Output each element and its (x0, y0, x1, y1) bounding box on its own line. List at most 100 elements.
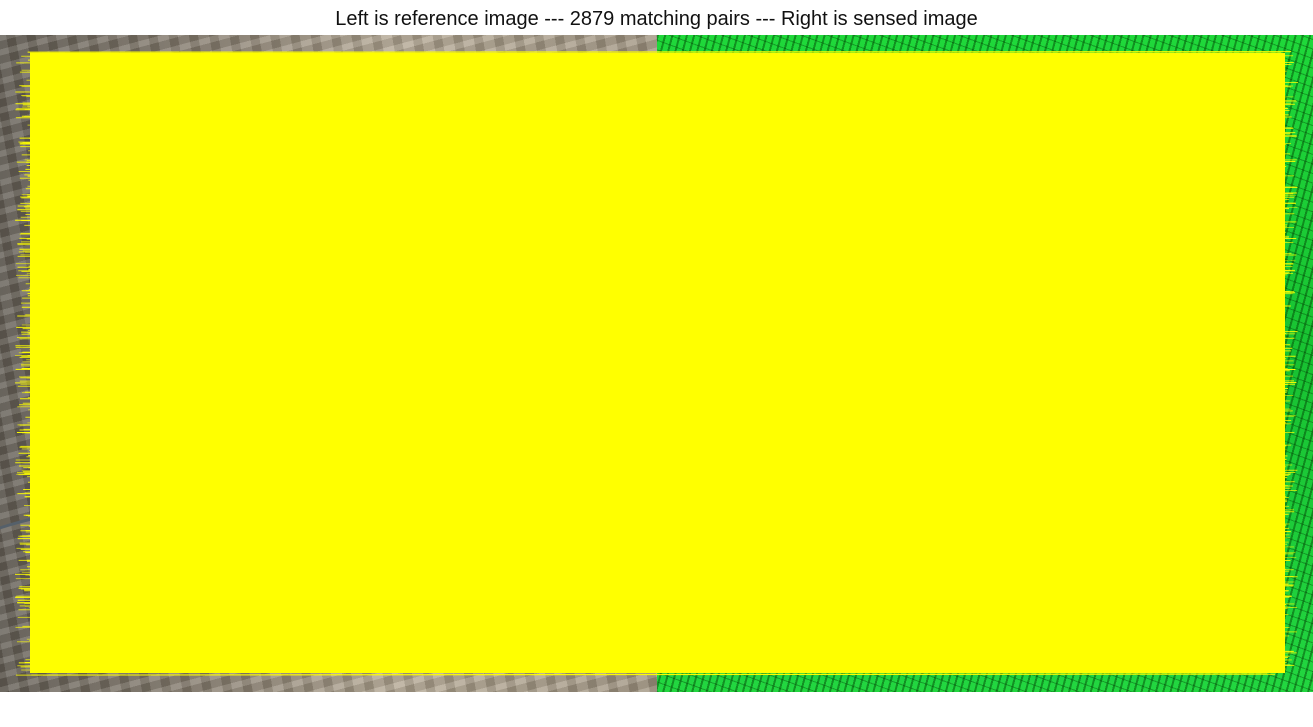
match-line (46, 339, 1260, 342)
match-line (32, 651, 1270, 654)
match-line (31, 131, 1283, 134)
match-line (54, 503, 1278, 505)
match-line (25, 213, 1295, 215)
match-line (53, 261, 1294, 264)
match-line (43, 188, 1261, 191)
match-line (35, 236, 1265, 240)
match-line (54, 287, 1266, 290)
match-line (51, 125, 1293, 128)
match-line (42, 246, 1266, 249)
match-line (20, 382, 1285, 385)
match-line (45, 611, 1262, 614)
match-line (50, 604, 1265, 607)
match-line (17, 314, 1278, 317)
match-line (50, 572, 1267, 575)
match-line (37, 555, 1259, 558)
match-line (15, 577, 1272, 580)
match-line (20, 548, 1259, 550)
match-line (41, 435, 1281, 438)
match-line (50, 101, 1297, 104)
match-line (36, 66, 1270, 68)
match-line (21, 197, 1281, 199)
match-line (42, 75, 1286, 78)
match-line (40, 200, 1274, 203)
match-line (37, 566, 1261, 568)
match-line (35, 166, 1276, 170)
match-line (18, 452, 1284, 455)
match-line (43, 367, 1288, 369)
match-line (21, 55, 1294, 57)
match-line (48, 74, 1260, 76)
match-line (46, 637, 1269, 640)
match-line (20, 664, 1295, 668)
match-line (32, 538, 1270, 541)
match-line (53, 583, 1289, 586)
match-line (41, 109, 1290, 111)
match-line (34, 494, 1263, 497)
match-line (53, 511, 1295, 513)
match-line (23, 589, 1289, 592)
match-line (15, 91, 1269, 94)
match-line (44, 296, 1269, 298)
match-line (54, 98, 1271, 100)
match-line (45, 233, 1262, 236)
match-line (32, 647, 1278, 649)
match-line (49, 508, 1295, 511)
match-line (49, 441, 1262, 444)
match-line (22, 328, 1275, 331)
match-line (16, 325, 1276, 328)
match-line (40, 386, 1289, 389)
match-line (37, 191, 1297, 194)
match-line (54, 76, 1265, 79)
match-line (43, 164, 1265, 167)
match-line (52, 654, 1268, 657)
match-line (27, 294, 1276, 297)
match-line (35, 226, 1272, 229)
match-line (28, 467, 1266, 470)
match-line (28, 268, 1279, 271)
match-line (22, 401, 1260, 404)
match-line (25, 415, 1278, 418)
match-line (46, 85, 1294, 88)
match-line (44, 498, 1288, 501)
matching-figure (0, 35, 1313, 692)
match-line (28, 524, 1287, 527)
match-line (47, 614, 1263, 616)
match-line (31, 458, 1279, 460)
match-line (42, 432, 1265, 435)
match-line (30, 253, 1260, 256)
match-line (31, 356, 1277, 359)
match-line (27, 330, 1270, 333)
match-line (45, 104, 1269, 107)
match-line (32, 68, 1286, 71)
match-line (38, 229, 1282, 232)
match-line (21, 220, 1297, 223)
match-line (22, 142, 1261, 144)
match-line (30, 145, 1261, 148)
match-line (29, 285, 1269, 288)
match-lines (14, 51, 1299, 676)
match-line (53, 446, 1268, 449)
match-line (18, 474, 1289, 476)
match-line (22, 360, 1294, 363)
match-line (49, 496, 1287, 498)
match-line (21, 365, 1270, 368)
match-line (30, 336, 1282, 340)
match-line (21, 448, 1287, 451)
match-line (41, 381, 1297, 383)
match-line (32, 340, 1282, 342)
match-line (28, 137, 1259, 140)
match-line (20, 216, 1266, 218)
match-line (35, 151, 1277, 154)
match-line (53, 399, 1290, 402)
match-line (33, 470, 1267, 472)
match-line (46, 181, 1279, 184)
match-line (19, 143, 1282, 146)
match-line (37, 580, 1295, 583)
match-line (29, 267, 1284, 270)
match-line (18, 375, 1294, 378)
match-line (30, 594, 1280, 596)
match-line (53, 393, 1294, 396)
match-line (48, 130, 1260, 132)
match-line (37, 168, 1271, 171)
